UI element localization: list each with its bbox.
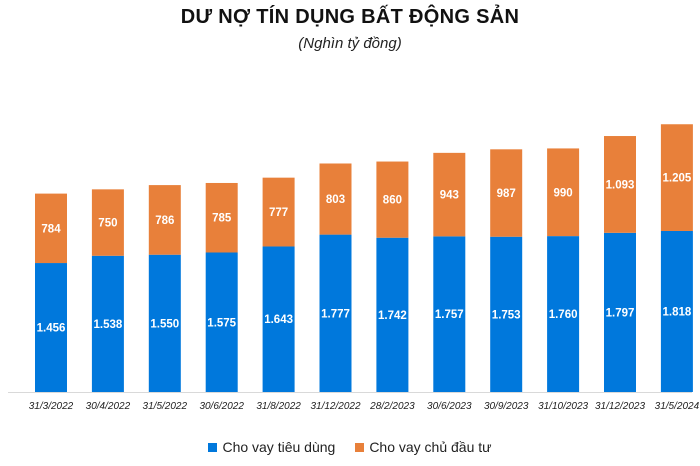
- bar-developer: [433, 152, 466, 237]
- bar-consumer: [490, 236, 523, 392]
- data-label: 860: [383, 195, 402, 207]
- data-label: 1.643: [264, 314, 293, 326]
- bar-developer: [604, 136, 636, 233]
- legend-item-developer: Cho vay chủ đầu tư: [355, 439, 492, 455]
- data-label: 987: [497, 188, 516, 200]
- data-label: 1.575: [207, 317, 236, 329]
- bar-developer: [148, 185, 181, 255]
- data-label: 1.753: [492, 309, 521, 321]
- data-label: 1.797: [606, 307, 635, 319]
- bar-consumer: [205, 252, 238, 392]
- bar-consumer: [547, 236, 580, 392]
- bar-consumer: [319, 234, 352, 392]
- data-label: 803: [326, 194, 345, 206]
- bar-consumer: [91, 255, 124, 392]
- bar-developer: [660, 124, 693, 231]
- data-label: 1.742: [378, 310, 407, 322]
- x-tick-label: 30/6/2022: [199, 401, 244, 412]
- data-label: 777: [269, 207, 288, 219]
- bar-consumer: [148, 254, 181, 392]
- legend-label-developer: Cho vay chủ đầu tư: [369, 439, 492, 455]
- data-label: 750: [98, 218, 117, 230]
- bar-developer: [376, 161, 409, 238]
- data-label: 943: [440, 190, 459, 202]
- legend-item-consumer: Cho vay tiêu dùng: [208, 439, 335, 455]
- data-label: 1.550: [150, 318, 179, 330]
- bar-developer: [35, 193, 67, 264]
- data-label: 990: [554, 187, 573, 199]
- x-tick-label: 30/9/2023: [484, 401, 529, 412]
- data-label: 784: [41, 223, 61, 235]
- data-label: 786: [155, 215, 174, 227]
- data-label: 1.456: [37, 323, 66, 335]
- bar-consumer: [35, 263, 67, 392]
- data-label: 1.818: [663, 306, 692, 318]
- bar-consumer: [604, 232, 636, 392]
- bar-developer: [262, 177, 295, 247]
- data-label: 1.205: [663, 173, 692, 185]
- bar-developer: [490, 149, 523, 237]
- chart-title: DƯ NỢ TÍN DỤNG BẤT ĐỘNG SẢN: [180, 6, 520, 28]
- bar-developer: [547, 148, 580, 237]
- legend-label-consumer: Cho vay tiêu dùng: [222, 439, 336, 455]
- x-tick-label: 31/8/2022: [256, 401, 301, 412]
- bar-developer: [319, 163, 352, 235]
- x-tick-label: 31/12/2022: [310, 401, 360, 412]
- x-tick-label: 31/5/2024: [655, 401, 700, 412]
- legend-swatch-developer: [355, 442, 365, 452]
- x-tick-label: 31/12/2023: [595, 401, 645, 412]
- x-tick-label: 31/5/2022: [143, 401, 188, 412]
- x-tick-label: 30/4/2022: [86, 401, 131, 412]
- data-label: 1.538: [94, 319, 123, 331]
- legend-swatch-consumer: [208, 442, 218, 452]
- data-label: 1.093: [606, 179, 635, 191]
- data-label: 1.757: [435, 309, 464, 321]
- bar-consumer: [376, 237, 409, 392]
- data-label: 785: [212, 213, 232, 225]
- bar-developer: [91, 189, 124, 256]
- x-tick-label: 28/2/2023: [369, 401, 415, 412]
- x-tick-label: 31/10/2023: [538, 401, 588, 412]
- legend: Cho vay tiêu dùng Cho vay chủ đầu tư: [0, 439, 700, 455]
- data-label: 1.777: [321, 308, 350, 320]
- x-tick-label: 30/6/2023: [427, 401, 472, 412]
- x-tick-label: 31/3/2022: [29, 401, 74, 412]
- bar-consumer: [262, 246, 295, 392]
- data-label: 1.760: [549, 309, 578, 321]
- bar-consumer: [660, 230, 693, 392]
- chart-subtitle: (Nghìn tỷ đồng): [298, 35, 402, 52]
- bar-consumer: [433, 236, 466, 392]
- bar-developer: [205, 182, 238, 253]
